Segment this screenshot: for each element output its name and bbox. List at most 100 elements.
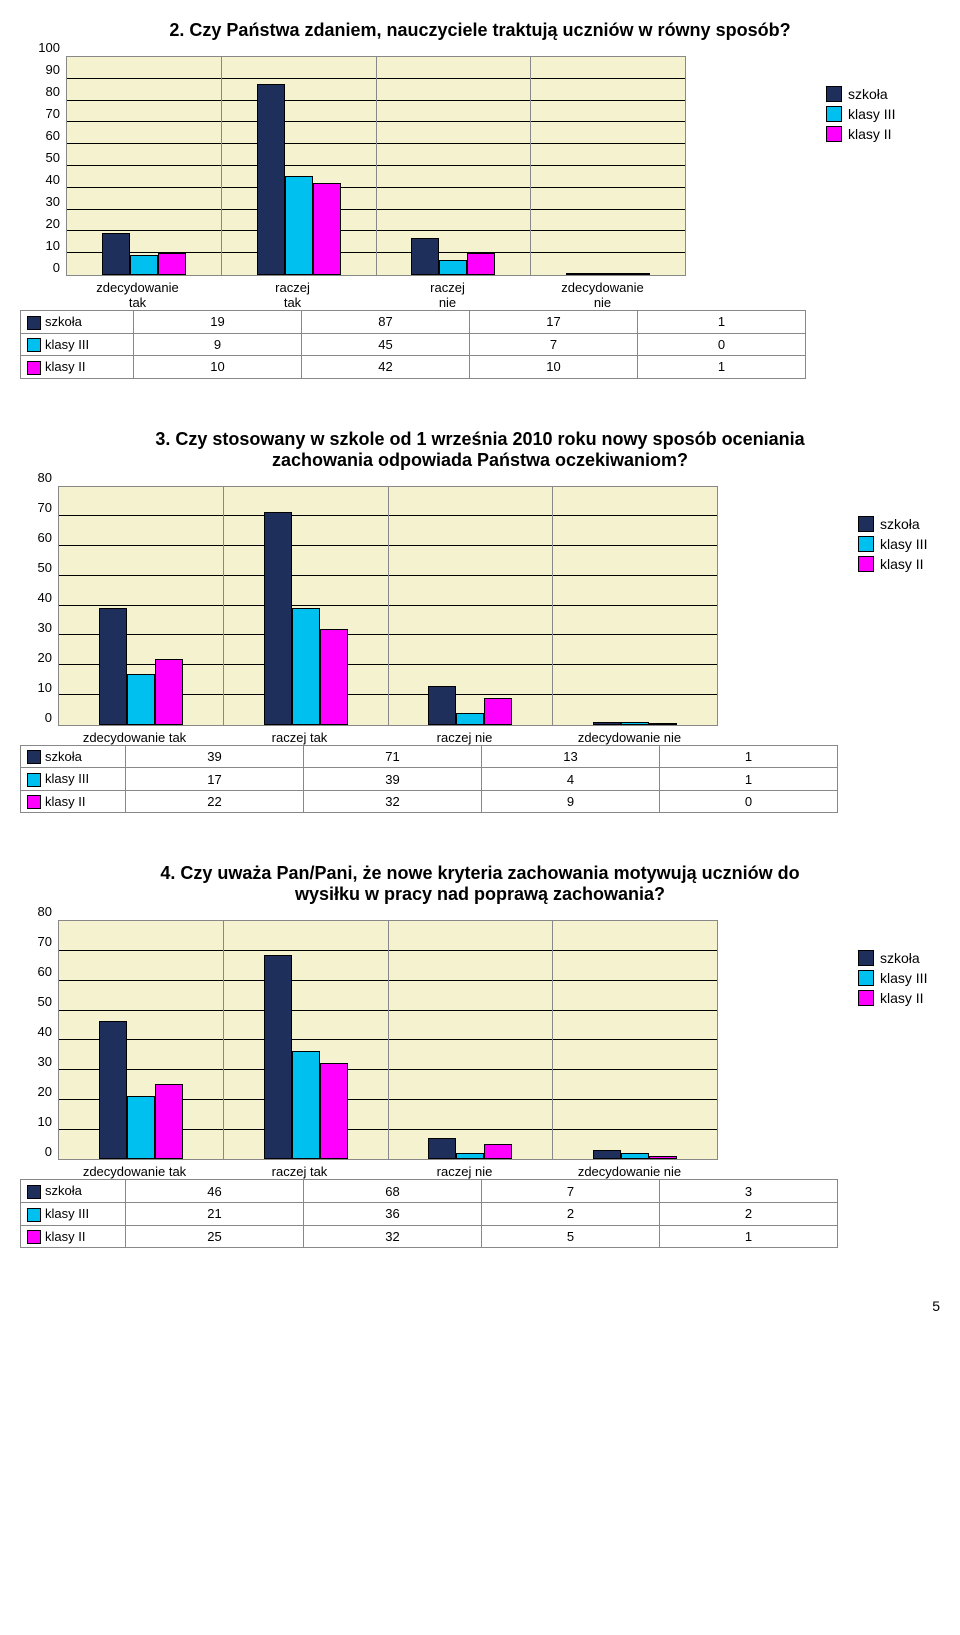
category-group [224, 487, 389, 725]
series-swatch [27, 750, 41, 764]
series-label: klasy III [45, 337, 89, 352]
table-row: szkoła466873 [21, 1180, 838, 1203]
table-row: klasy III94570 [21, 333, 806, 356]
bar [593, 1150, 621, 1159]
bar [99, 1021, 127, 1159]
legend-item: szkoła [858, 516, 927, 532]
legend-label: szkoła [848, 86, 888, 102]
series-label: klasy II [45, 359, 85, 374]
data-cell: 42 [302, 356, 470, 379]
legend-label: szkoła [880, 950, 920, 966]
data-cell: 32 [304, 1225, 482, 1248]
series-label: klasy III [45, 1206, 89, 1221]
data-cell: 5 [482, 1225, 660, 1248]
y-axis: 80706050403020100 [20, 486, 58, 726]
y-axis: 1009080706050403020100 [20, 56, 66, 276]
data-cell: 25 [126, 1225, 304, 1248]
data-cell: 21 [126, 1202, 304, 1225]
legend-item: klasy III [858, 970, 927, 986]
plot-row: 80706050403020100 [20, 920, 838, 1160]
data-cell: 45 [302, 333, 470, 356]
data-cell: 1 [660, 745, 838, 768]
series-label: klasy III [45, 771, 89, 786]
data-cell: 17 [470, 311, 638, 334]
series-label-cell: szkoła [21, 311, 134, 334]
data-cell: 9 [134, 333, 302, 356]
data-cell: 1 [638, 356, 806, 379]
x-label: zdecydowanietak [60, 276, 215, 310]
bar [622, 273, 650, 275]
x-label: zdecydowanie tak [52, 726, 217, 745]
table-row: klasy II 253251 [21, 1225, 838, 1248]
data-cell: 10 [134, 356, 302, 379]
series-swatch [27, 773, 41, 787]
chart-title: 2. Czy Państwa zdaniem, nauczyciele trak… [130, 20, 830, 41]
series-label-cell: szkoła [21, 745, 126, 768]
series-swatch [27, 338, 41, 352]
chart-wrapper: 80706050403020100zdecydowanie takraczej … [20, 920, 940, 1248]
bar [621, 722, 649, 725]
bar [320, 1063, 348, 1159]
bar [320, 629, 348, 725]
bar [484, 698, 512, 725]
table-row: klasy III213622 [21, 1202, 838, 1225]
bar [292, 1051, 320, 1159]
data-cell: 0 [660, 790, 838, 813]
bar [428, 1138, 456, 1159]
bar [155, 1084, 183, 1159]
category-group [553, 921, 717, 1159]
chart-section: 2. Czy Państwa zdaniem, nauczyciele trak… [20, 20, 940, 379]
series-label: klasy II [45, 1229, 85, 1244]
x-label: raczejnie [370, 276, 525, 310]
chart-title: 4. Czy uważa Pan/Pani, że nowe kryteria … [130, 863, 830, 905]
category-group [67, 57, 222, 275]
bar [467, 253, 495, 275]
bar [649, 723, 677, 725]
data-cell: 1 [660, 768, 838, 791]
series-label-cell: klasy III [21, 333, 134, 356]
bars-layer [67, 57, 685, 275]
table-row: klasy II1042101 [21, 356, 806, 379]
category-group [377, 57, 532, 275]
bars-layer [59, 487, 717, 725]
legend-item: klasy II [858, 556, 927, 572]
chart-main: 1009080706050403020100zdecydowanietakrac… [20, 56, 806, 379]
chart-section: 3. Czy stosowany w szkole od 1 września … [20, 429, 940, 814]
legend-swatch [858, 990, 874, 1006]
x-label: raczej nie [382, 726, 547, 745]
legend-label: klasy III [848, 106, 895, 122]
legend-label: klasy III [880, 970, 927, 986]
bar [566, 273, 594, 275]
series-label: szkoła [45, 314, 82, 329]
data-cell: 13 [482, 745, 660, 768]
series-swatch [27, 1230, 41, 1244]
x-labels: zdecydowanie takraczej takraczej niezdec… [52, 726, 712, 745]
page-number: 5 [20, 1298, 940, 1314]
data-cell: 68 [304, 1180, 482, 1203]
legend-item: klasy II [858, 990, 927, 1006]
data-table: szkoła1987171klasy III94570klasy II10421… [20, 310, 806, 379]
x-label: raczej tak [217, 1160, 382, 1179]
x-labels: zdecydowanietakraczejtakraczejniezdecydo… [60, 276, 680, 310]
data-table: szkoła466873klasy III213622klasy II25325… [20, 1179, 838, 1248]
data-cell: 9 [482, 790, 660, 813]
table-row: klasy II223290 [21, 790, 838, 813]
legend-label: klasy II [880, 990, 924, 1006]
series-label-cell: szkoła [21, 1180, 126, 1203]
series-label: klasy II [45, 794, 85, 809]
x-label: zdecydowanie nie [547, 726, 712, 745]
bar [593, 722, 621, 725]
series-swatch [27, 361, 41, 375]
data-cell: 46 [126, 1180, 304, 1203]
plot-area [58, 486, 718, 726]
legend-swatch [858, 556, 874, 572]
legend-item: klasy II [826, 126, 895, 142]
plot-row: 1009080706050403020100 [20, 56, 806, 276]
x-label: raczej tak [217, 726, 382, 745]
legend-swatch [826, 126, 842, 142]
chart-main: 80706050403020100zdecydowanie takraczej … [20, 920, 838, 1248]
data-cell: 1 [660, 1225, 838, 1248]
bar [649, 1156, 677, 1159]
data-cell: 22 [126, 790, 304, 813]
bar [484, 1144, 512, 1159]
